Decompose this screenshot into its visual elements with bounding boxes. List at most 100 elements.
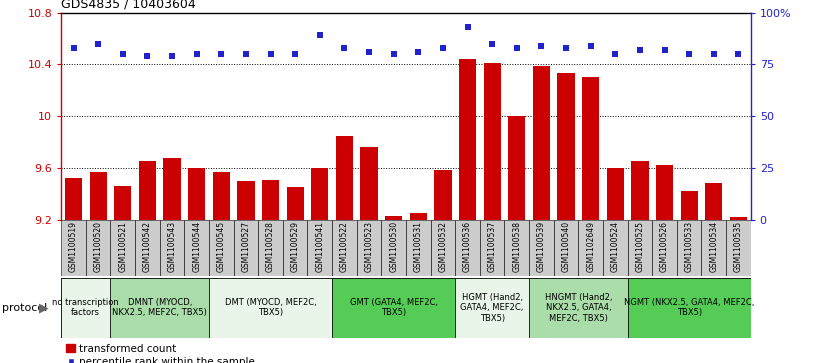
- Text: GSM1100523: GSM1100523: [365, 221, 374, 272]
- Bar: [357, 220, 381, 276]
- Bar: [65, 178, 82, 363]
- Bar: [209, 220, 233, 276]
- Bar: [114, 186, 131, 363]
- Point: [560, 45, 573, 51]
- Point: [707, 51, 721, 57]
- Text: no transcription
factors: no transcription factors: [52, 298, 119, 317]
- Point: [633, 47, 646, 53]
- Point: [91, 41, 104, 46]
- Point: [67, 45, 80, 51]
- Bar: [286, 187, 304, 363]
- Bar: [582, 77, 599, 363]
- Bar: [652, 220, 676, 276]
- Text: GSM1100526: GSM1100526: [660, 221, 669, 272]
- Bar: [632, 162, 649, 363]
- Text: GSM1100525: GSM1100525: [636, 221, 645, 272]
- Text: GSM1100531: GSM1100531: [414, 221, 423, 272]
- Bar: [381, 220, 406, 276]
- Bar: [332, 278, 455, 338]
- Text: GSM1100532: GSM1100532: [438, 221, 447, 272]
- Point: [609, 51, 622, 57]
- Text: GSM1100529: GSM1100529: [290, 221, 299, 272]
- Bar: [455, 220, 480, 276]
- Text: GSM1100520: GSM1100520: [94, 221, 103, 272]
- Bar: [311, 168, 328, 363]
- Bar: [484, 63, 501, 363]
- Text: GSM1100536: GSM1100536: [463, 221, 472, 272]
- Bar: [90, 172, 107, 363]
- Bar: [406, 220, 431, 276]
- Bar: [557, 73, 574, 363]
- Bar: [258, 220, 283, 276]
- Text: DMT (MYOCD, MEF2C,
TBX5): DMT (MYOCD, MEF2C, TBX5): [224, 298, 317, 317]
- Bar: [262, 180, 279, 363]
- Point: [387, 51, 400, 57]
- Bar: [184, 220, 209, 276]
- Text: GSM1102649: GSM1102649: [586, 221, 595, 272]
- Bar: [533, 66, 550, 363]
- Text: GMT (GATA4, MEF2C,
TBX5): GMT (GATA4, MEF2C, TBX5): [349, 298, 437, 317]
- Bar: [603, 220, 628, 276]
- Text: GDS4835 / 10403604: GDS4835 / 10403604: [61, 0, 196, 10]
- Bar: [656, 165, 673, 363]
- Bar: [61, 220, 86, 276]
- Point: [116, 51, 129, 57]
- Bar: [213, 172, 230, 363]
- Bar: [529, 278, 628, 338]
- Bar: [237, 181, 255, 363]
- Point: [362, 49, 375, 55]
- Bar: [459, 59, 477, 363]
- Text: GSM1100545: GSM1100545: [217, 221, 226, 272]
- Text: GSM1100538: GSM1100538: [512, 221, 521, 272]
- Bar: [681, 191, 698, 363]
- Bar: [308, 220, 332, 276]
- Text: GSM1100528: GSM1100528: [266, 221, 275, 272]
- Text: GSM1100527: GSM1100527: [242, 221, 251, 272]
- Bar: [628, 278, 751, 338]
- Bar: [554, 220, 579, 276]
- Bar: [504, 220, 529, 276]
- Point: [141, 53, 154, 59]
- Point: [338, 45, 351, 51]
- Text: GSM1100540: GSM1100540: [561, 221, 570, 272]
- Text: GSM1100535: GSM1100535: [734, 221, 743, 272]
- Bar: [110, 278, 209, 338]
- Point: [313, 33, 326, 38]
- Bar: [508, 116, 526, 363]
- Text: GSM1100519: GSM1100519: [69, 221, 78, 272]
- Text: GSM1100521: GSM1100521: [118, 221, 127, 272]
- Text: GSM1100542: GSM1100542: [143, 221, 152, 272]
- Bar: [86, 220, 110, 276]
- Bar: [480, 220, 504, 276]
- Bar: [361, 147, 378, 363]
- Point: [658, 47, 671, 53]
- Text: HGMT (Hand2,
GATA4, MEF2C,
TBX5): HGMT (Hand2, GATA4, MEF2C, TBX5): [460, 293, 524, 323]
- Bar: [606, 168, 624, 363]
- Point: [215, 51, 228, 57]
- Bar: [455, 278, 529, 338]
- Bar: [61, 278, 110, 338]
- Point: [534, 43, 548, 49]
- Bar: [730, 217, 747, 363]
- Text: GSM1100541: GSM1100541: [315, 221, 324, 272]
- Bar: [160, 220, 184, 276]
- Text: NGMT (NKX2.5, GATA4, MEF2C,
TBX5): NGMT (NKX2.5, GATA4, MEF2C, TBX5): [624, 298, 754, 317]
- Text: DMNT (MYOCD,
NKX2.5, MEF2C, TBX5): DMNT (MYOCD, NKX2.5, MEF2C, TBX5): [113, 298, 207, 317]
- Text: GSM1100537: GSM1100537: [488, 221, 497, 272]
- Text: GSM1100539: GSM1100539: [537, 221, 546, 272]
- Bar: [676, 220, 702, 276]
- Text: GSM1100543: GSM1100543: [167, 221, 176, 272]
- Point: [264, 51, 277, 57]
- Bar: [702, 220, 726, 276]
- Point: [510, 45, 523, 51]
- Bar: [332, 220, 357, 276]
- Point: [486, 41, 499, 46]
- Bar: [434, 171, 451, 363]
- Bar: [139, 162, 156, 363]
- Bar: [529, 220, 554, 276]
- Bar: [335, 135, 353, 363]
- Text: GSM1100522: GSM1100522: [340, 221, 349, 272]
- Text: protocol: protocol: [2, 303, 47, 313]
- Point: [239, 51, 252, 57]
- Legend: transformed count, percentile rank within the sample: transformed count, percentile rank withi…: [66, 343, 255, 363]
